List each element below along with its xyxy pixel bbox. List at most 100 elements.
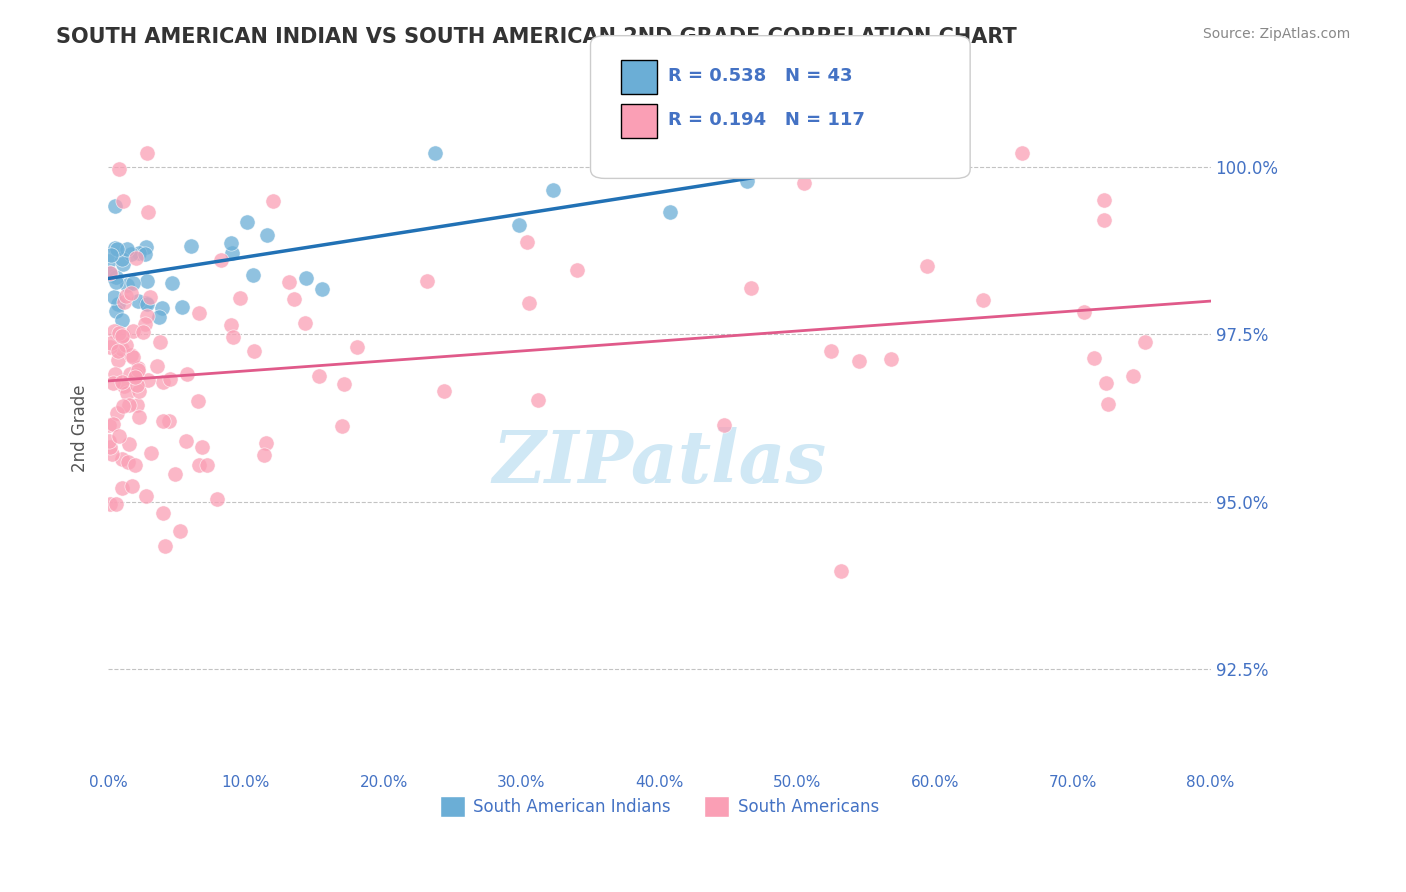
South American Indians	[135, 297, 157, 311]
South Americans	[219, 318, 242, 333]
South Americans	[128, 384, 150, 399]
South American Indians	[100, 248, 122, 262]
South Americans	[793, 177, 815, 191]
South Americans	[197, 458, 219, 472]
South Americans	[118, 437, 141, 451]
South Americans	[105, 406, 128, 420]
South Americans	[565, 263, 588, 277]
South Americans	[152, 506, 174, 520]
South American Indians	[103, 290, 125, 304]
South Americans	[163, 467, 186, 481]
South American Indians	[127, 294, 149, 309]
South American Indians	[98, 266, 121, 280]
Text: ZIPatlas: ZIPatlas	[492, 427, 827, 498]
South Americans	[111, 451, 134, 466]
South Americans	[176, 367, 198, 381]
Y-axis label: 2nd Grade: 2nd Grade	[72, 384, 89, 472]
South American Indians	[105, 303, 128, 318]
South American Indians	[735, 174, 758, 188]
South Americans	[333, 377, 356, 392]
South Americans	[159, 371, 181, 385]
South Americans	[519, 296, 541, 310]
South American Indians	[104, 242, 127, 256]
South Americans	[118, 398, 141, 412]
South American Indians	[423, 146, 446, 161]
South Americans	[1135, 334, 1157, 349]
South Americans	[104, 367, 127, 381]
South Americans	[98, 340, 121, 354]
South Americans	[152, 375, 174, 389]
South Americans	[115, 288, 138, 302]
South Americans	[132, 325, 155, 339]
South American Indians	[170, 300, 193, 314]
South Americans	[98, 266, 121, 280]
South Americans	[308, 368, 330, 383]
South Americans	[187, 393, 209, 408]
South Americans	[1092, 193, 1115, 207]
South Americans	[100, 335, 122, 350]
South Americans	[262, 194, 284, 208]
South Americans	[127, 399, 149, 413]
South Americans	[188, 305, 211, 319]
South American Indians	[180, 239, 202, 253]
South Americans	[205, 492, 228, 507]
South Americans	[125, 368, 148, 383]
South Americans	[191, 440, 214, 454]
South Americans	[243, 344, 266, 359]
South American Indians	[135, 296, 157, 310]
South American Indians	[219, 235, 242, 250]
South American Indians	[221, 246, 243, 260]
South Americans	[136, 205, 159, 219]
South Americans	[108, 326, 131, 340]
South Americans	[127, 362, 149, 376]
South American Indians	[134, 247, 156, 261]
South American Indians	[148, 310, 170, 324]
South Americans	[136, 373, 159, 387]
South Americans	[112, 295, 135, 310]
South Americans	[254, 436, 277, 450]
South Americans	[134, 317, 156, 331]
South Americans	[222, 330, 245, 344]
South Americans	[1094, 376, 1116, 390]
South Americans	[283, 293, 305, 307]
South American Indians	[115, 242, 138, 256]
South Americans	[169, 524, 191, 539]
South Americans	[112, 399, 135, 413]
South Americans	[108, 429, 131, 443]
South American Indians	[236, 214, 259, 228]
South Americans	[1011, 146, 1033, 161]
South Americans	[713, 417, 735, 432]
South Americans	[330, 419, 353, 434]
South American Indians	[122, 276, 145, 290]
South Americans	[112, 378, 135, 392]
South Americans	[124, 458, 146, 472]
South American Indians	[111, 313, 134, 327]
South American Indians	[128, 246, 150, 260]
Text: R = 0.194   N = 117: R = 0.194 N = 117	[668, 112, 865, 129]
South American Indians	[256, 227, 278, 242]
Text: SOUTH AMERICAN INDIAN VS SOUTH AMERICAN 2ND GRADE CORRELATION CHART: SOUTH AMERICAN INDIAN VS SOUTH AMERICAN …	[56, 27, 1017, 46]
South Americans	[294, 316, 316, 330]
South American Indians	[135, 240, 157, 254]
South Americans	[101, 447, 124, 461]
South American Indians	[160, 277, 183, 291]
South Americans	[98, 434, 121, 449]
South Americans	[187, 458, 209, 473]
South Americans	[1122, 369, 1144, 384]
South American Indians	[295, 271, 318, 285]
South American Indians	[104, 276, 127, 290]
South Americans	[107, 353, 129, 368]
Text: Source: ZipAtlas.com: Source: ZipAtlas.com	[1202, 27, 1350, 41]
South American Indians	[659, 205, 682, 219]
South Americans	[112, 327, 135, 342]
South Americans	[124, 369, 146, 384]
South Americans	[174, 434, 197, 449]
South Americans	[432, 384, 454, 399]
South Americans	[820, 343, 842, 358]
South Americans	[136, 309, 159, 323]
South Americans	[149, 334, 172, 349]
South American Indians	[120, 247, 142, 261]
South Americans	[253, 448, 276, 462]
South Americans	[917, 259, 939, 273]
South Americans	[125, 378, 148, 392]
